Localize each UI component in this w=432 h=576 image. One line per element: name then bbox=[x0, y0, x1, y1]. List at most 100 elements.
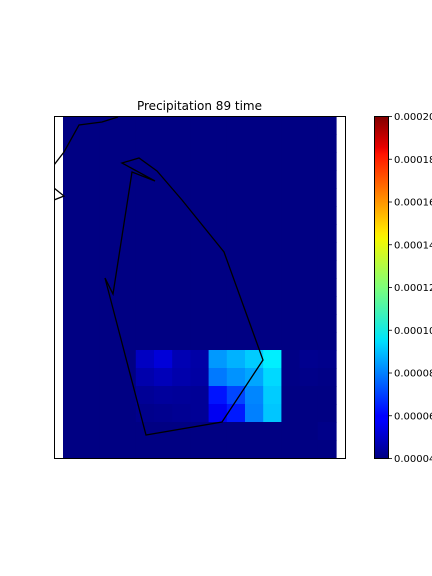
heatmap-cell bbox=[117, 314, 137, 333]
heatmap-cell bbox=[317, 368, 337, 387]
heatmap-cell bbox=[172, 278, 191, 297]
heatmap-cell bbox=[63, 206, 82, 225]
heatmap-cell bbox=[281, 332, 301, 351]
heatmap-cell bbox=[208, 206, 228, 225]
heatmap-cell bbox=[81, 404, 100, 423]
heatmap-cell bbox=[135, 224, 155, 243]
heatmap-cell bbox=[263, 404, 282, 423]
heatmap-cell bbox=[299, 404, 319, 423]
heatmap-cell bbox=[99, 422, 119, 441]
heatmap-cell bbox=[263, 116, 282, 135]
heatmap-cell bbox=[172, 224, 191, 243]
heatmap-cell bbox=[190, 332, 210, 351]
heatmap-cell bbox=[299, 332, 319, 351]
heatmap-cell bbox=[208, 242, 228, 261]
heatmap-cell bbox=[135, 368, 155, 387]
heatmap-cell bbox=[172, 350, 191, 369]
heatmap-cell bbox=[208, 386, 228, 405]
heatmap-cell bbox=[63, 422, 82, 441]
heatmap-cell bbox=[281, 242, 301, 261]
heatmap-cell bbox=[154, 386, 173, 405]
heatmap-cell bbox=[281, 386, 301, 405]
heatmap-cell bbox=[281, 170, 301, 189]
heatmap-cell bbox=[263, 332, 282, 351]
heatmap-cell bbox=[281, 116, 301, 135]
heatmap-cell bbox=[99, 206, 119, 225]
heatmap-cell bbox=[135, 296, 155, 315]
heatmap-cell bbox=[172, 386, 191, 405]
heatmap-cell bbox=[299, 296, 319, 315]
heatmap-cell bbox=[245, 404, 264, 423]
heatmap-cell bbox=[208, 224, 228, 243]
heatmap-cell bbox=[117, 440, 137, 458]
colorbar-tick-label: 0.00008 bbox=[394, 369, 432, 380]
heatmap-cell bbox=[226, 170, 246, 189]
heatmap-cell bbox=[135, 278, 155, 297]
heatmap-cell bbox=[317, 422, 337, 441]
heatmap-cell bbox=[172, 242, 191, 261]
heatmap-cell bbox=[226, 332, 246, 351]
heatmap-cell bbox=[208, 296, 228, 315]
heatmap-cell bbox=[135, 440, 155, 458]
heatmap-cell bbox=[190, 134, 210, 153]
heatmap-cell bbox=[81, 422, 100, 441]
heatmap-cell bbox=[263, 314, 282, 333]
heatmap-cell bbox=[99, 224, 119, 243]
heatmap-cell bbox=[63, 368, 82, 387]
heatmap-cell bbox=[226, 440, 246, 458]
heatmap-cell bbox=[81, 152, 100, 171]
heatmap-cell bbox=[281, 440, 301, 458]
heatmap-cell bbox=[226, 188, 246, 207]
heatmap-cell bbox=[263, 152, 282, 171]
heatmap-cell bbox=[299, 116, 319, 135]
heatmap-cell bbox=[135, 332, 155, 351]
heatmap-cell bbox=[245, 350, 264, 369]
heatmap-cell bbox=[208, 260, 228, 279]
heatmap-cell bbox=[299, 152, 319, 171]
heatmap-cell bbox=[81, 386, 100, 405]
heatmap-cell bbox=[81, 440, 100, 458]
heatmap-cell bbox=[226, 422, 246, 441]
heatmap-cell bbox=[245, 422, 264, 441]
heatmap-cell bbox=[263, 278, 282, 297]
heatmap-cell bbox=[154, 206, 173, 225]
heatmap-cell bbox=[317, 314, 337, 333]
heatmap-cell bbox=[99, 314, 119, 333]
heatmap-cell bbox=[99, 134, 119, 153]
heatmap-cell bbox=[154, 116, 173, 135]
heatmap-cell bbox=[117, 350, 137, 369]
heatmap-cell bbox=[226, 368, 246, 387]
heatmap-cell bbox=[208, 332, 228, 351]
heatmap-cell bbox=[117, 116, 137, 135]
heatmap-cell bbox=[135, 242, 155, 261]
heatmap-cell bbox=[117, 206, 137, 225]
heatmap-cell bbox=[190, 242, 210, 261]
heatmap-cell bbox=[281, 350, 301, 369]
heatmap-cell bbox=[117, 134, 137, 153]
heatmap-cell bbox=[317, 170, 337, 189]
heatmap-cell bbox=[81, 188, 100, 207]
heatmap-cell bbox=[317, 116, 337, 135]
heatmap-cell bbox=[135, 134, 155, 153]
heatmap-cell bbox=[208, 170, 228, 189]
heatmap-cell bbox=[226, 314, 246, 333]
heatmap-cell bbox=[154, 242, 173, 261]
heatmap-cell bbox=[63, 332, 82, 351]
heatmap-cell bbox=[299, 260, 319, 279]
heatmap-cell bbox=[245, 224, 264, 243]
heatmap-cell bbox=[299, 368, 319, 387]
heatmap-cell bbox=[117, 260, 137, 279]
heatmap-cell bbox=[154, 314, 173, 333]
heatmap-cell bbox=[317, 332, 337, 351]
heatmap-cell bbox=[245, 386, 264, 405]
colorbar-tick-label: 0.00012 bbox=[394, 283, 432, 294]
heatmap-cell bbox=[172, 170, 191, 189]
heatmap-cell bbox=[154, 188, 173, 207]
colorbar-ticks: 0.00004 0.00006 0.00008 0.00010 0.00012 0.000… bbox=[388, 112, 432, 465]
heatmap-cell bbox=[299, 242, 319, 261]
heatmap-cell bbox=[281, 134, 301, 153]
heatmap-cell bbox=[172, 404, 191, 423]
heatmap-cell bbox=[317, 260, 337, 279]
heatmap-cell bbox=[317, 350, 337, 369]
